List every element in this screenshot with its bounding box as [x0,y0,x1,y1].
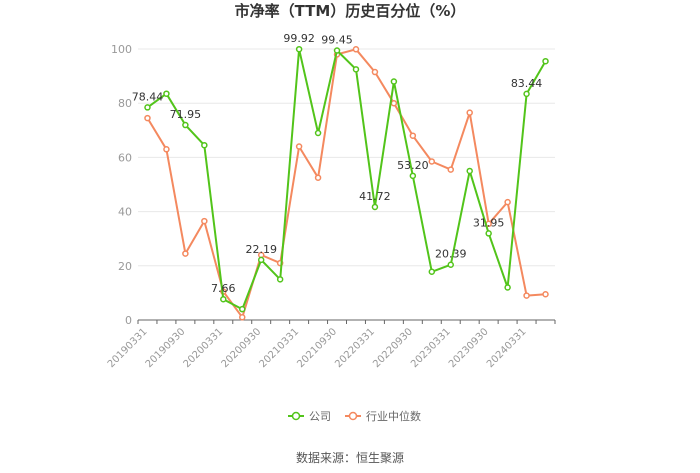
x-tick-label: 20210930 [295,326,339,370]
x-tick-label: 20210331 [257,326,301,370]
data-point-1[interactable] [466,109,473,116]
data-point-0[interactable] [276,276,284,283]
x-tick-label: 20240331 [485,326,529,370]
data-source-text: 数据来源：恒生聚源 [296,450,404,465]
data-point-1[interactable] [523,292,530,299]
data-label: 71.95 [170,108,202,121]
data-point-0[interactable] [390,78,398,85]
data-point-1[interactable] [542,291,549,298]
data-point-0[interactable] [504,284,511,291]
y-tick-label: 100 [111,43,132,56]
data-label: 53.20 [397,159,429,172]
data-label: 99.45 [321,33,353,46]
data-point-0[interactable] [409,172,417,180]
data-label: 83.44 [511,77,543,90]
data-point-0[interactable] [239,305,246,313]
x-tick-label: 20220331 [333,326,377,370]
data-label: 78.44 [132,90,164,103]
data-label: 7.66 [211,282,236,295]
x-tick-label: 20190930 [144,326,188,370]
data-label: 41.72 [359,190,391,203]
x-tick-label: 20230331 [409,326,453,370]
legend-label-0[interactable]: 公司 [309,410,331,423]
data-point-0[interactable] [295,45,303,53]
x-tick-label: 20200331 [182,326,226,370]
data-point-1[interactable] [371,68,379,76]
data-point-1[interactable] [409,132,417,139]
data-point-0[interactable] [144,104,151,111]
data-point-0[interactable] [352,66,360,73]
data-point-1[interactable] [163,146,170,153]
data-label: 99.92 [283,32,315,45]
x-tick-label: 20220930 [371,326,415,370]
data-point-0[interactable] [257,256,265,264]
y-tick-label: 80 [118,97,132,110]
data-point-1[interactable] [390,99,398,107]
data-labels: 78.44 71.95 7.66 22.19 99.92 99.45 41.72 53.20 2… [132,32,543,295]
data-point-0[interactable] [371,203,379,211]
legend-marker-0[interactable] [291,411,301,421]
data-point-1[interactable] [314,174,322,181]
y-tick-label: 60 [118,151,132,164]
y-tick-label: 0 [125,314,132,327]
data-point-1[interactable] [144,114,151,122]
data-point-1[interactable] [428,158,436,165]
x-tick-label: 20200930 [220,326,264,370]
data-point-0[interactable] [485,230,492,237]
data-point-0[interactable] [542,57,549,65]
x-tick-label: 20190331 [106,326,150,370]
series-line-1 [146,48,546,319]
y-tick-label: 40 [118,206,132,219]
data-label: 31.95 [473,216,505,229]
data-label: 20.39 [435,248,467,261]
grid [138,48,555,267]
data-point-1[interactable] [504,198,511,206]
data-point-0[interactable] [333,47,341,54]
data-point-1[interactable] [182,250,189,257]
series-line-0 [146,48,547,311]
data-point-1[interactable] [447,166,454,173]
legend-marker-1[interactable] [348,411,358,421]
chart-title: 市净率（TTM）历史百分位（%） [235,2,466,20]
data-point-0[interactable] [163,90,170,97]
data-point-0[interactable] [523,90,530,98]
series-lines [144,45,549,321]
legend: 公司 行业中位数 [288,409,421,423]
data-point-1[interactable] [352,46,360,53]
data-point-0[interactable] [428,268,436,276]
data-point-1[interactable] [295,143,303,150]
data-point-0[interactable] [314,129,322,137]
x-tick-label: 20230930 [447,326,491,370]
data-point-0[interactable] [201,141,208,149]
data-point-0[interactable] [182,121,189,129]
legend-label-1[interactable]: 行业中位数 [366,409,421,423]
data-point-1[interactable] [201,217,208,225]
data-point-0[interactable] [447,261,454,268]
y-tick-label: 20 [118,260,132,273]
data-point-0[interactable] [220,295,227,303]
data-label: 22.19 [245,243,277,256]
data-point-0[interactable] [466,167,473,175]
data-point-1[interactable] [239,314,246,321]
